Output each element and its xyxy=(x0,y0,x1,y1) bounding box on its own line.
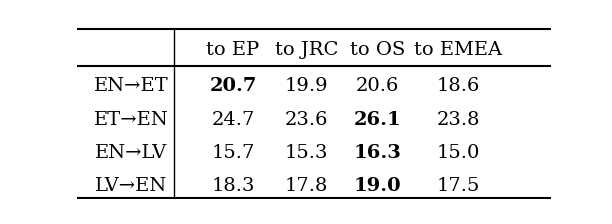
Text: 15.0: 15.0 xyxy=(436,144,480,162)
Text: 19.0: 19.0 xyxy=(354,177,401,195)
Text: 18.3: 18.3 xyxy=(211,177,255,195)
Text: EN→LV: EN→LV xyxy=(95,144,167,162)
Text: 19.9: 19.9 xyxy=(285,77,329,95)
Text: to EP: to EP xyxy=(206,41,259,59)
Text: to JRC: to JRC xyxy=(275,41,338,59)
Text: 16.3: 16.3 xyxy=(354,144,401,162)
Text: 15.3: 15.3 xyxy=(285,144,328,162)
Text: to OS: to OS xyxy=(350,41,405,59)
Text: 23.6: 23.6 xyxy=(285,111,328,129)
Text: EN→ET: EN→ET xyxy=(94,77,168,95)
Text: 18.6: 18.6 xyxy=(436,77,480,95)
Text: to EMEA: to EMEA xyxy=(414,41,502,59)
Text: 20.7: 20.7 xyxy=(209,77,256,95)
Text: 26.1: 26.1 xyxy=(354,111,401,129)
Text: LV→EN: LV→EN xyxy=(95,177,167,195)
Text: 20.6: 20.6 xyxy=(356,77,400,95)
Text: 17.5: 17.5 xyxy=(436,177,480,195)
Text: 15.7: 15.7 xyxy=(211,144,255,162)
Text: 24.7: 24.7 xyxy=(211,111,255,129)
Text: ET→EN: ET→EN xyxy=(94,111,168,129)
Text: 17.8: 17.8 xyxy=(285,177,328,195)
Text: 23.8: 23.8 xyxy=(436,111,480,129)
